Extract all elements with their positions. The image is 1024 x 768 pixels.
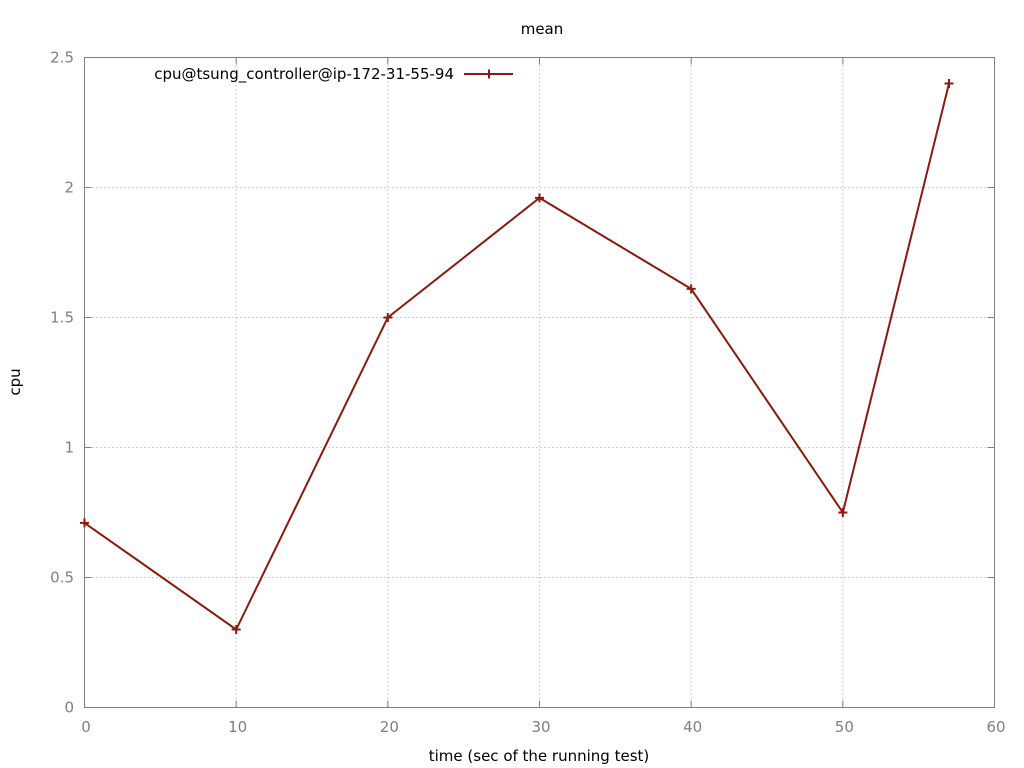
y-tick-label: 1.5 (50, 309, 74, 327)
x-tick-label: 50 (835, 718, 854, 736)
y-tick-label: 0.5 (50, 569, 74, 587)
legend-label: cpu@tsung_controller@ip-172-31-55-94 (154, 65, 454, 84)
series-line (83, 83, 950, 631)
y-axis-title: cpu (6, 368, 24, 395)
data-point (944, 79, 954, 88)
data-point (686, 284, 696, 294)
data-point (535, 193, 544, 203)
y-tick-label: 2 (64, 179, 74, 197)
series-layer (80, 79, 954, 634)
x-tick-label: 60 (986, 718, 1005, 736)
x-tick-label: 20 (380, 718, 399, 736)
data-point (231, 625, 241, 634)
data-point (383, 313, 393, 322)
legend: cpu@tsung_controller@ip-172-31-55-94 (154, 65, 513, 84)
chart-title: mean (521, 20, 564, 38)
tick-layer: 0 10 20 30 40 50 60 0 0.5 1 1.5 2 2.5 (50, 49, 1005, 737)
data-point (838, 508, 848, 517)
grid-layer (84, 57, 995, 708)
x-tick-label: 30 (531, 718, 550, 736)
x-axis-title: time (sec of the running test) (429, 747, 650, 765)
data-point (80, 518, 89, 528)
y-tick-label: 0 (64, 699, 74, 717)
y-tick-label: 2.5 (50, 49, 74, 67)
x-tick-label: 10 (228, 718, 247, 736)
x-tick-label: 0 (81, 718, 91, 736)
y-tick-label: 1 (64, 439, 74, 457)
x-tick-label: 40 (683, 718, 702, 736)
legend-marker (484, 69, 494, 79)
